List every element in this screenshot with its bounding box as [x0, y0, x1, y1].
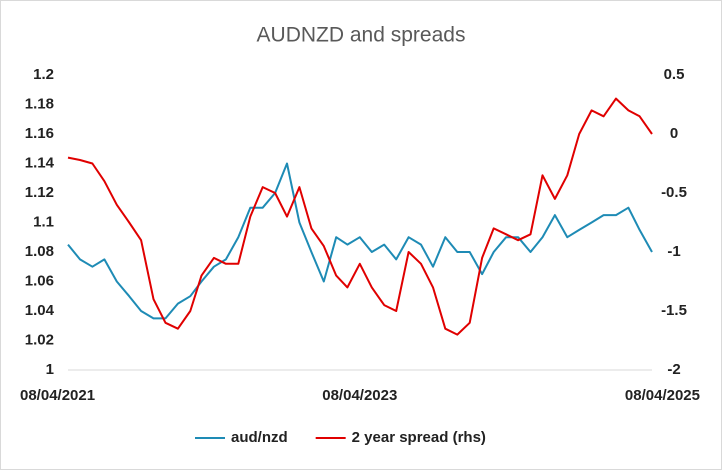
- y-tick-label: 1.08: [25, 243, 54, 260]
- y-tick-label: 1.2: [33, 66, 54, 83]
- y-tick-label: 1.12: [25, 184, 54, 201]
- y-tick-label: 1.14: [25, 154, 55, 171]
- y-tick-label: 1.06: [25, 272, 54, 289]
- series-line: [67, 162, 653, 320]
- x-tick-label: 08/04/2023: [322, 387, 397, 404]
- x-tick-label: 08/04/2021: [20, 387, 95, 404]
- chart-title: AUDNZD and spreads: [257, 24, 466, 47]
- y2-tick-label: 0.5: [664, 66, 685, 83]
- y-tick-label: 1.18: [25, 95, 54, 112]
- series-line: [67, 97, 653, 336]
- y2-tick-label: -2: [667, 361, 680, 378]
- y-tick-label: 1.04: [25, 302, 55, 319]
- y-tick-label: 1.16: [25, 125, 54, 142]
- legend-label: 2 year spread (rhs): [352, 429, 486, 446]
- y-tick-label: 1: [46, 361, 54, 378]
- y2-tick-label: -1: [667, 243, 680, 260]
- x-tick-label: 08/04/2025: [625, 387, 700, 404]
- y-tick-label: 1.02: [25, 331, 54, 348]
- legend-label: aud/nzd: [231, 429, 288, 446]
- y2-tick-label: -0.5: [661, 184, 687, 201]
- y2-tick-label: -1.5: [661, 302, 687, 319]
- y2-tick-label: 0: [670, 125, 678, 142]
- y-tick-label: 1.1: [33, 213, 54, 230]
